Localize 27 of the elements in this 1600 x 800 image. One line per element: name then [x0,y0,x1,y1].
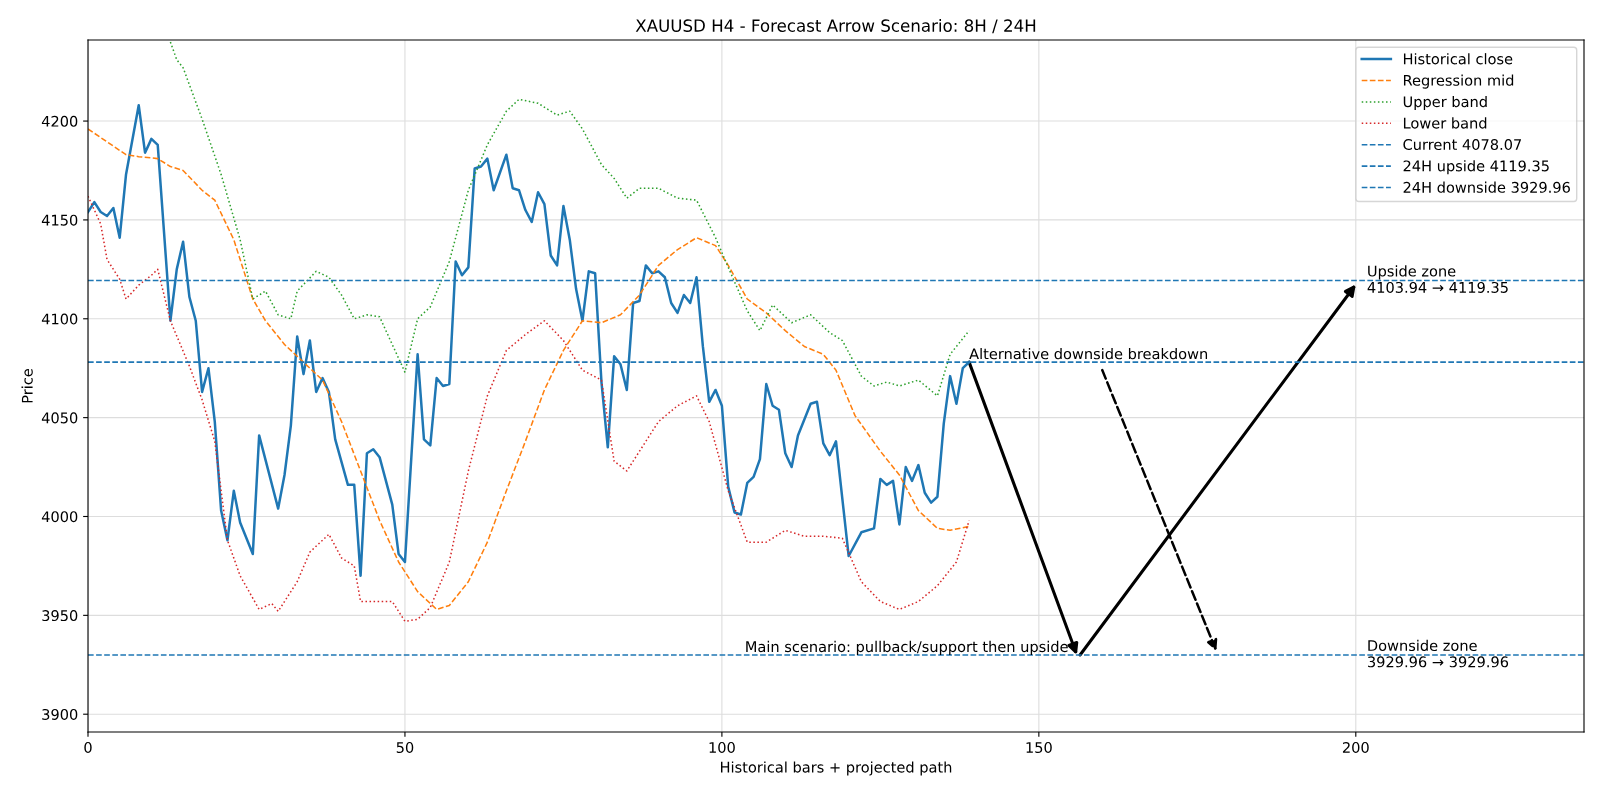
legend-label: Regression mid [1403,74,1514,89]
y-tick-label: 4150 [41,214,78,226]
y-tick-label: 4050 [41,412,78,424]
x-tick-label: 200 [1342,741,1369,754]
annotation: Alternative downside breakdown [969,348,1208,360]
y-tick-label: 4200 [41,115,78,127]
line-series [169,41,970,397]
legend-label: Upper band [1403,95,1487,111]
legend-label: 24H upside 4119.35 [1403,160,1549,175]
y-tick-label: 4000 [41,511,78,523]
annotation: Main scenario: pullback/support then upside [746,640,1068,655]
legend-label: Current 4078.07 [1403,139,1522,151]
y-axis-title: Price [21,368,33,403]
x-tick-label: 50 [396,741,414,754]
legend-label: Historical close [1403,53,1513,65]
annotation: Upside zone 4103.94 → 4119.35 [1367,265,1508,293]
legend-label: 24H downside 3929.96 [1403,181,1570,193]
x-tick-label: 0 [84,741,92,754]
y-tick-label: 4100 [41,313,78,325]
x-axis-title: Historical bars + projected path [721,761,952,776]
annotation: Downside zone 3929.96 → 3929.96 [1368,639,1509,668]
y-tick-label: 3950 [42,610,78,622]
x-tick-label: 100 [709,741,735,754]
chart-title: XAUUSD H4 - Forecast Arrow Scenario: 8H / 24H [635,19,1036,34]
x-tick-label: 150 [1026,741,1052,754]
y-tick-label: 3900 [42,708,78,720]
legend-label: Lower band [1403,117,1487,129]
